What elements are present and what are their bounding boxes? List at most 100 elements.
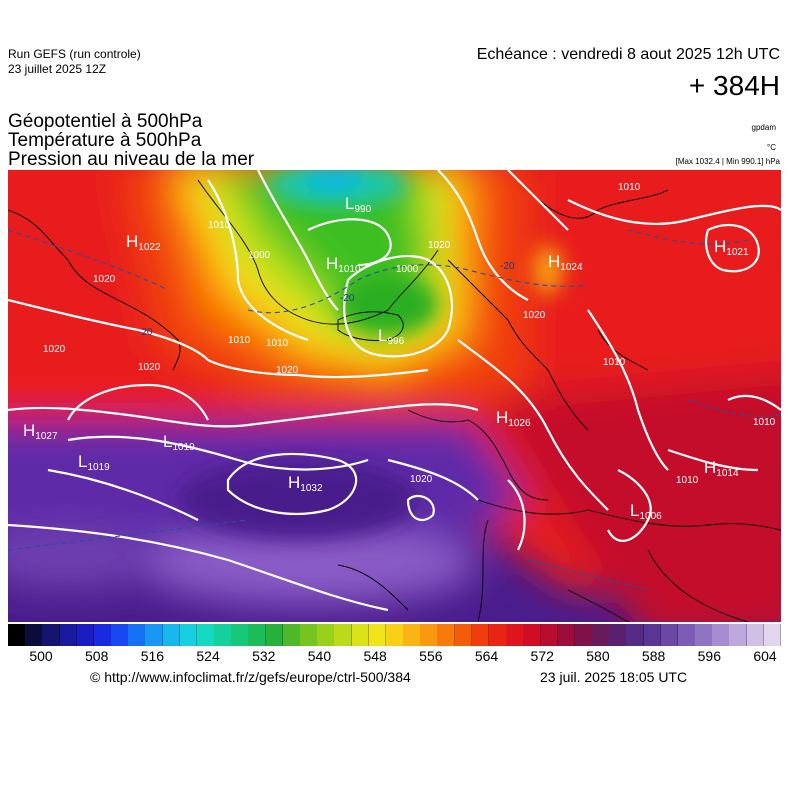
pressure-centers: H1022 L990 H1010 L996 H1021 H1024 H1027 L1019 L1… [23, 194, 749, 522]
color-scale-swatch [403, 624, 421, 646]
color-scale-swatch [471, 624, 490, 646]
color-scale-swatch [248, 624, 267, 646]
color-scale-swatch [574, 624, 593, 646]
color-scale-swatch [557, 624, 576, 646]
color-scale-label: 572 [530, 648, 554, 664]
isobar-label: 1010 [603, 357, 626, 368]
isobar-label: 1020 [410, 474, 433, 485]
color-scale-swatch [695, 624, 713, 646]
color-scale-swatch [162, 624, 181, 646]
pressure-center-low: L990 [345, 194, 372, 215]
isobar-label: 1020 [276, 365, 299, 376]
isobar-labels: 1020 1020 1020 1010 1000 1000 1010 1020 1020 1010… [43, 182, 776, 486]
isobar-label: 1010 [618, 182, 641, 193]
color-scale-swatch [300, 624, 318, 646]
isobar-label: 1020 [43, 344, 66, 355]
color-scale-swatch [282, 624, 301, 646]
color-scale-swatch [196, 624, 215, 646]
color-scale-swatch [368, 624, 387, 646]
isobar-label: 1020 [138, 362, 161, 373]
color-scale-label: 548 [363, 648, 387, 664]
color-scale-swatch [660, 624, 679, 646]
generation-timestamp: 23 juil. 2025 18:05 UTC [540, 669, 688, 685]
pressure-center-high: H1026 [496, 408, 531, 429]
color-scale-swatch [42, 624, 61, 646]
color-scale-labels: 500 508 516 524 532 540 548 556 564 572 580 588 596 6… [8, 648, 781, 666]
unit-celsius: °C [767, 143, 776, 152]
temperature-labels: -20 -20 -20 [138, 261, 515, 338]
source-url[interactable]: © http://www.infoclimat.fr/z/gefs/europe… [90, 669, 411, 685]
isotherm-label: -20 [138, 327, 153, 338]
color-scale-swatch [506, 624, 524, 646]
isobar-label: 1010 [228, 335, 251, 346]
geopotential-field [8, 170, 781, 622]
color-scale-swatch [76, 624, 95, 646]
isobar-label: 1020 [428, 240, 451, 251]
color-scale-swatch [454, 624, 473, 646]
color-scale-swatch [231, 624, 249, 646]
isobar-label: 1010 [208, 220, 231, 231]
isobars [8, 170, 781, 612]
run-date: 23 juillet 2025 12Z [8, 62, 107, 76]
pressure-center-low: L1019 [163, 432, 195, 453]
pressure-center-high: H1032 [288, 473, 323, 494]
color-scale-label: 508 [85, 648, 109, 664]
color-scale-swatch [643, 624, 662, 646]
color-scale-label: 580 [586, 648, 610, 664]
color-scale-label: 556 [419, 648, 443, 664]
color-scale-label: 588 [641, 648, 666, 664]
pressure-center-high: H1014 [704, 458, 739, 479]
color-scale-swatch [93, 624, 112, 646]
color-scale-swatch [59, 624, 78, 646]
weather-map: H1022 L990 H1010 L996 H1021 H1024 H1027 L1019 L1… [8, 170, 781, 622]
valid-time: Echéance : vendredi 8 aout 2025 12h UTC [476, 46, 780, 63]
run-name: Run GEFS (run controle) [8, 47, 141, 61]
color-scale-swatch [540, 624, 559, 646]
color-scale-swatch [145, 624, 164, 646]
isobar-label: 1010 [266, 338, 289, 349]
color-scale-swatch [729, 624, 748, 646]
pressure-center-high: H1022 [126, 232, 161, 253]
color-scale-swatch [746, 624, 765, 646]
color-scale-swatch [437, 624, 456, 646]
pressure-center-low: L996 [378, 326, 405, 347]
color-scale-swatch [25, 624, 43, 646]
unit-gpdam: gpdam [751, 123, 776, 132]
pressure-center-high: H1027 [23, 421, 58, 442]
color-scale-swatch [334, 624, 353, 646]
color-scale-swatch [763, 624, 782, 646]
color-scale-swatch [420, 624, 438, 646]
color-scale-swatch [626, 624, 645, 646]
isotherm-label: -20 [340, 293, 355, 304]
color-scale-swatch [265, 624, 284, 646]
pressure-center-high: H1021 [714, 237, 749, 258]
color-scale-label: 532 [252, 648, 276, 664]
pressure-range: [Max 1032.4 | Min 990.1] hPa [675, 157, 780, 166]
color-scale-swatch [488, 624, 507, 646]
color-scale-swatch [385, 624, 404, 646]
color-scale-swatch [609, 624, 627, 646]
coastlines [8, 179, 781, 622]
isobar-label: 1000 [248, 250, 271, 261]
isotherm-label: -20 [500, 261, 515, 272]
pressure-center-high: H1024 [548, 252, 583, 273]
color-scale [8, 624, 782, 646]
color-scale-swatch [712, 624, 730, 646]
isobar-label: 1020 [523, 310, 546, 321]
color-scale-swatch [8, 624, 26, 646]
color-scale-label: 516 [140, 648, 165, 664]
color-scale-swatch [592, 624, 610, 646]
color-scale-label: 604 [753, 648, 777, 664]
isotherms [8, 229, 781, 591]
color-scale-swatch [351, 624, 370, 646]
isobar-label: 1010 [676, 475, 699, 486]
isobar-label: 1000 [396, 264, 419, 275]
color-scale-label: 524 [196, 648, 220, 664]
isobar-label: 1020 [93, 274, 116, 285]
color-scale-swatch [523, 624, 541, 646]
pressure-center-high: H1010 [326, 254, 361, 275]
isobar-label: 1010 [753, 417, 776, 428]
color-scale-swatch [128, 624, 146, 646]
title-geopotential: Géopotentiel à 500hPa [8, 111, 203, 132]
lead-time: + 384H [688, 70, 780, 101]
